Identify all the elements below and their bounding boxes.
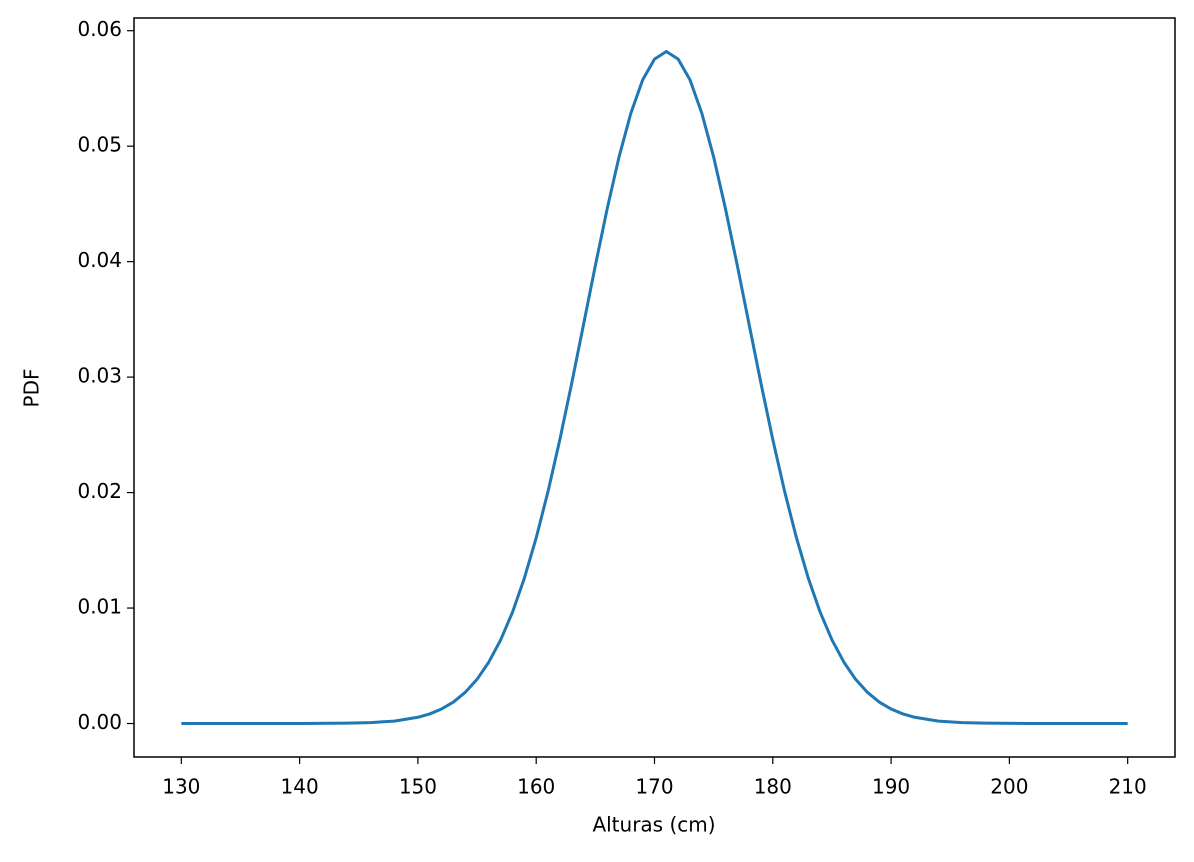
data-line — [181, 49, 1128, 726]
x-tick-label: 180 — [754, 775, 792, 799]
x-tick-label: 200 — [990, 775, 1028, 799]
x-tick-label: 160 — [517, 775, 555, 799]
x-tick-label: 170 — [635, 775, 673, 799]
y-tick-label: 0.03 — [77, 364, 122, 388]
x-axis-label: Alturas (cm) — [592, 813, 715, 837]
y-tick-label: 0.05 — [77, 133, 122, 157]
x-tick-label: 140 — [281, 775, 319, 799]
y-tick-label: 0.00 — [77, 710, 122, 734]
y-tick-label: 0.02 — [77, 479, 122, 503]
x-tick-label: 130 — [162, 775, 200, 799]
x-tick-label: 150 — [399, 775, 437, 799]
y-tick-label: 0.01 — [77, 595, 122, 619]
plot-frame — [133, 17, 1176, 758]
x-tick-label: 190 — [872, 775, 910, 799]
y-tick-label: 0.04 — [77, 248, 122, 272]
y-tick-label: 0.06 — [77, 17, 122, 41]
x-tick-label: 210 — [1109, 775, 1147, 799]
y-axis-label: PDF — [20, 369, 44, 408]
